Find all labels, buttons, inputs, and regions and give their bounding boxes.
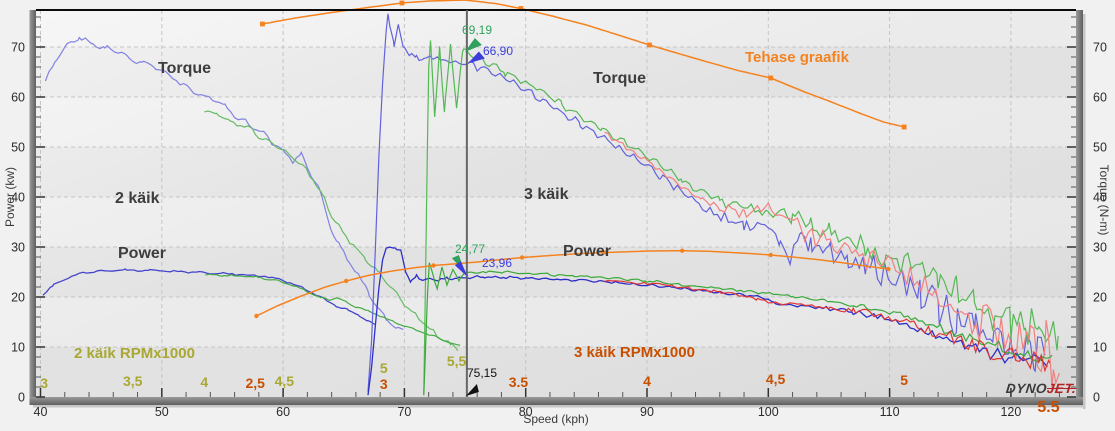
series-power-2gear-blue [42, 268, 376, 325]
bottom-axis-bar [29, 397, 1083, 405]
rpm-scale-2gear-label: 2 käik RPMx1000 [74, 345, 195, 362]
x-tick-label: 80 [519, 405, 533, 419]
axis-shadow-right [1083, 14, 1086, 409]
series-marker [431, 263, 436, 268]
series-marker [886, 266, 891, 272]
speed-axis-title: Speed (kph) [523, 412, 589, 426]
series-marker [519, 255, 525, 260]
series-marker [768, 75, 774, 81]
rpm-tick-3gear: 4 [643, 373, 651, 389]
cursor-speed-value: 75,15 [467, 366, 498, 380]
dynojet-logo-jet: JET. [1046, 381, 1078, 396]
cursor-flag[interactable] [465, 384, 479, 396]
series-marker [254, 313, 259, 319]
series-marker [679, 248, 685, 253]
series-power-3gear-green [423, 262, 1053, 396]
y-tick-label-left: 40 [11, 191, 25, 205]
rpm-tick-2gear: 5 [379, 360, 388, 376]
dynojet-logo-dyno: DYNO [1005, 381, 1048, 396]
x-tick-label: 100 [758, 405, 779, 419]
x-tick-label: 120 [1000, 405, 1021, 419]
series-marker [518, 6, 524, 11]
torque-label-3gear: Torque [593, 70, 647, 87]
y-tick-label-left: 10 [11, 341, 25, 355]
rpm-scale-3gear-label: 3 käik RPMx1000 [574, 344, 695, 361]
dynojet-logo: DYNOJET. [1005, 381, 1077, 396]
power-axis-title: Power (kw) [3, 166, 17, 228]
x-tick-label: 90 [640, 405, 654, 419]
rpm-tick-3gear: 3 [379, 376, 388, 392]
series-marker [603, 250, 608, 255]
factory-graph-label: Tehase graafik [745, 49, 849, 66]
x-tick-label: 60 [276, 405, 290, 419]
y-tick-label-left: 70 [11, 41, 25, 55]
y-tick-label-right: 30 [1093, 241, 1107, 255]
rpm-tick-3gear: 5.5 [1037, 399, 1060, 416]
cursor-torque-green-value: 69,19 [462, 23, 493, 37]
rpm-tick-2gear: 3,5 [122, 373, 143, 389]
torque-label-2gear: Torque [158, 60, 212, 77]
axis-shadow-bottom [33, 405, 1085, 408]
gear2-label: 2 käik [115, 190, 160, 207]
rpm-tick-3gear: 5 [900, 372, 909, 388]
series-marker [768, 252, 773, 258]
cursor-wedge-torque-green [464, 38, 482, 53]
x-tick-label: 70 [397, 405, 411, 419]
cursor-power-blue-value: 23,96 [482, 256, 513, 270]
x-tick-label: 50 [155, 405, 169, 419]
rpm-tick-2gear: 4 [200, 374, 209, 390]
y-tick-label-right: 10 [1093, 341, 1107, 355]
y-tick-label-left: 20 [11, 291, 25, 305]
gear3-label: 3 käik [524, 186, 569, 203]
power-label-3gear: Power [563, 243, 612, 260]
y-tick-label-right: 40 [1093, 191, 1107, 205]
series-torque-2gear-blue [44, 36, 404, 331]
rpm-tick-3gear: 4,5 [765, 371, 786, 387]
x-tick-label: 40 [34, 405, 48, 419]
cursor-torque-blue-value: 66,90 [483, 44, 514, 58]
right-axis-bar [1076, 10, 1083, 405]
rpm-tick-3gear: 2,5 [245, 375, 265, 391]
y-tick-label-right: 50 [1093, 141, 1107, 155]
series-factory-power [256, 250, 889, 317]
series-marker [260, 21, 265, 27]
series-factory-torque [262, 0, 905, 128]
series-torque-2gear-green [204, 110, 459, 352]
y-tick-label-left: 50 [11, 141, 25, 155]
series-marker [647, 42, 652, 48]
rpm-tick-2gear: 4,5 [274, 373, 295, 389]
x-tick-label: 110 [880, 405, 900, 419]
series-power-3gear-red [604, 279, 1051, 373]
rpm-tick-2gear: 3 [40, 375, 49, 391]
rpm-tick-3gear: 3.5 [508, 374, 529, 390]
series-marker [343, 278, 349, 284]
series-marker [901, 124, 907, 130]
cursor-wedge-torque-blue [467, 51, 485, 64]
series-torque-3gear-red [604, 131, 1060, 388]
left-axis-bar [29, 10, 36, 405]
y-tick-label-right: 70 [1093, 41, 1107, 55]
cursor-wedge-power-blue [454, 261, 468, 278]
y-tick-label-left: 0 [18, 391, 25, 405]
y-tick-label-right: 60 [1093, 91, 1107, 105]
y-tick-label-right: 0 [1093, 391, 1100, 405]
y-tick-label-left: 30 [11, 241, 25, 255]
y-tick-label-right: 20 [1093, 291, 1107, 305]
torque-axis-title: Torque (N-m) [1097, 164, 1111, 236]
cursor-power-green-value: 24,77 [455, 242, 486, 256]
series-marker [399, 0, 405, 6]
power-label-2gear: Power [118, 245, 167, 262]
y-tick-label-left: 60 [11, 91, 25, 105]
series-torque-3gear-blue [367, 13, 1046, 392]
series-torque-3gear-green [423, 40, 1059, 394]
rpm-tick-2gear: 5,5 [446, 353, 467, 369]
plot-sheen [36, 10, 1076, 397]
series-power-2gear-green [205, 273, 461, 346]
